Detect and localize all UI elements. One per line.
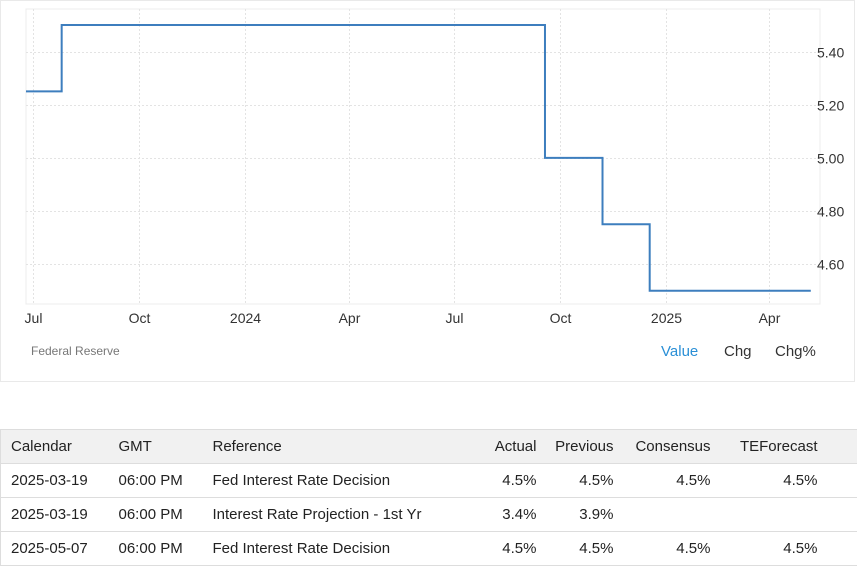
cell-spacer — [817, 497, 857, 532]
header-consensus: Consensus — [613, 429, 711, 464]
header-gmt: GMT — [108, 429, 203, 464]
header-spacer — [817, 429, 857, 464]
x-tick-label: 2025 — [651, 310, 682, 326]
y-tick-label: 5.40 — [817, 45, 844, 61]
x-tick-label: Jul — [446, 310, 464, 326]
chart-panel: 4.60 4.80 5.00 5.20 5.40 Jul Oct 2024 Apr Jul Oct 2… — [0, 0, 855, 382]
x-tick-label: Jul — [25, 310, 43, 326]
cell-reference[interactable]: Fed Interest Rate Decision — [202, 463, 463, 498]
cell-spacer — [817, 531, 857, 566]
header-teforecast: TEForecast — [710, 429, 818, 464]
y-tick-label: 4.60 — [817, 257, 844, 273]
table-row: 2025-03-19 06:00 PM Interest Rate Projec… — [0, 497, 857, 532]
cell-actual: 3.4% — [462, 497, 537, 532]
x-tick-label: Apr — [339, 310, 361, 326]
cell-consensus — [613, 497, 711, 532]
y-tick-label: 4.80 — [817, 204, 844, 220]
cell-reference[interactable]: Interest Rate Projection - 1st Yr — [202, 497, 463, 532]
rate-chart: 4.60 4.80 5.00 5.20 5.40 Jul Oct 2024 Apr Jul Oct 2… — [25, 8, 844, 326]
chg-percent-toggle[interactable]: Chg% — [775, 343, 816, 360]
value-toggle[interactable]: Value — [661, 343, 699, 360]
chg-toggle[interactable]: Chg — [724, 343, 752, 360]
cell-actual: 4.5% — [462, 531, 537, 566]
calendar-table: Calendar GMT Reference Actual Previous C… — [0, 429, 857, 566]
header-reference: Reference — [202, 429, 463, 464]
y-tick-label: 5.00 — [817, 151, 844, 167]
table-row: 2025-05-07 06:00 PM Fed Interest Rate De… — [0, 531, 857, 566]
cell-teforecast: 4.5% — [710, 531, 818, 566]
cell-calendar: 2025-05-07 — [0, 531, 109, 566]
x-tick-label: Oct — [129, 310, 151, 326]
cell-consensus: 4.5% — [613, 531, 711, 566]
x-tick-label: 2024 — [230, 310, 261, 326]
cell-gmt: 06:00 PM — [108, 531, 203, 566]
cell-previous: 4.5% — [536, 531, 614, 566]
cell-calendar: 2025-03-19 — [0, 497, 109, 532]
source-label: Federal Reserve — [31, 344, 120, 358]
cell-consensus: 4.5% — [613, 463, 711, 498]
cell-previous: 3.9% — [536, 497, 614, 532]
header-previous: Previous — [536, 429, 614, 464]
cell-reference[interactable]: Fed Interest Rate Decision — [202, 531, 463, 566]
cell-previous: 4.5% — [536, 463, 614, 498]
table-row: 2025-03-19 06:00 PM Fed Interest Rate De… — [0, 463, 857, 498]
series-line — [26, 23, 811, 292]
cell-gmt: 06:00 PM — [108, 497, 203, 532]
cell-teforecast: 4.5% — [710, 463, 818, 498]
cell-actual: 4.5% — [462, 463, 537, 498]
header-calendar: Calendar — [0, 429, 109, 464]
cell-teforecast — [710, 497, 818, 532]
cell-gmt: 06:00 PM — [108, 463, 203, 498]
table-header-row: Calendar GMT Reference Actual Previous C… — [0, 429, 857, 464]
y-tick-label: 5.20 — [817, 98, 844, 114]
cell-calendar: 2025-03-19 — [0, 463, 109, 498]
cell-spacer — [817, 463, 857, 498]
plot-frame — [25, 8, 821, 305]
x-tick-label: Apr — [759, 310, 781, 326]
x-tick-label: Oct — [550, 310, 572, 326]
header-actual: Actual — [462, 429, 537, 464]
